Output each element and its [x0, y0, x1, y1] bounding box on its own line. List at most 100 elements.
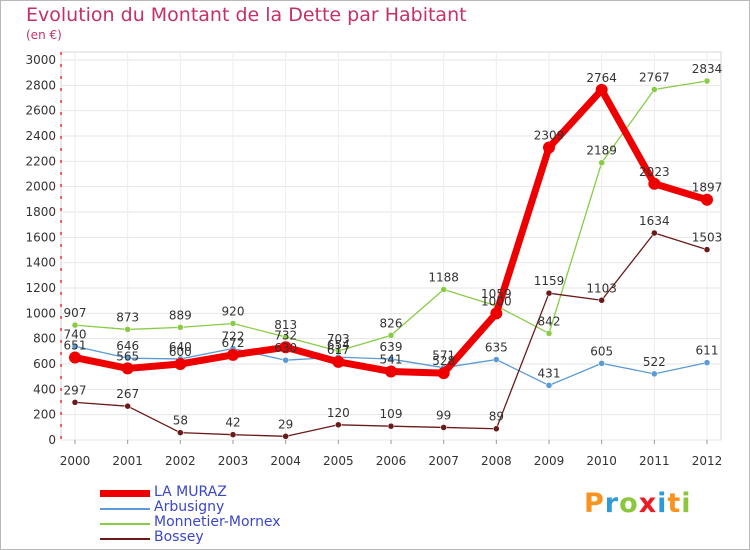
- data-point: [543, 141, 555, 154]
- data-label: 1503: [692, 231, 723, 245]
- data-point: [229, 320, 237, 327]
- data-point: [69, 351, 81, 364]
- data-label: 630: [274, 341, 297, 355]
- legend-label: Arbusigny: [154, 499, 225, 515]
- data-point: [177, 429, 184, 436]
- y-tick-label: 3000: [25, 53, 56, 67]
- y-tick-label: 2800: [25, 78, 56, 92]
- y-tick-label: 800: [33, 332, 56, 346]
- data-label: 2309: [534, 129, 565, 143]
- data-label: 571: [432, 349, 455, 363]
- data-label: 297: [64, 383, 87, 397]
- data-point: [440, 286, 447, 293]
- y-tick-label: 2600: [25, 104, 56, 118]
- data-point: [124, 402, 131, 410]
- y-tick-label: 400: [33, 382, 56, 396]
- data-point: [174, 358, 187, 370]
- data-label: 267: [116, 387, 139, 401]
- data-point: [598, 159, 605, 166]
- data-label: 109: [380, 407, 403, 421]
- legend-swatch: [100, 522, 150, 525]
- data-label: 873: [116, 310, 139, 324]
- data-label: 42: [225, 416, 240, 430]
- data-label: 842: [538, 314, 561, 328]
- data-label: 2767: [639, 71, 670, 85]
- data-point: [387, 332, 395, 339]
- y-tick-label: 2000: [25, 180, 56, 194]
- data-label: 907: [64, 306, 87, 320]
- data-point: [703, 246, 711, 253]
- data-label: 732: [274, 328, 297, 342]
- y-tick-label: 2400: [25, 129, 56, 143]
- data-point: [71, 321, 79, 329]
- y-tick-label: 200: [33, 408, 56, 422]
- data-point: [703, 77, 711, 85]
- data-point: [545, 289, 553, 297]
- data-point: [545, 382, 553, 389]
- legend-label: LA MURAZ: [154, 484, 227, 500]
- x-tick-label: 2007: [428, 454, 459, 468]
- data-point: [545, 330, 553, 337]
- x-tick-label: 2001: [112, 454, 143, 468]
- data-point: [282, 333, 289, 341]
- data-point: [385, 365, 397, 378]
- legend-label: Bossey: [154, 529, 204, 545]
- data-label: 541: [380, 352, 403, 366]
- data-point: [490, 307, 503, 320]
- data-label: 672: [222, 336, 245, 350]
- data-label: 89: [489, 410, 504, 424]
- data-label: 2189: [586, 144, 617, 158]
- x-tick-label: 2009: [534, 454, 565, 468]
- data-label: 920: [222, 304, 245, 318]
- data-point: [124, 326, 131, 333]
- data-point: [651, 86, 658, 93]
- data-label: 1000: [481, 294, 512, 308]
- data-label: 654: [327, 338, 350, 352]
- data-point: [493, 356, 500, 363]
- data-label: 703: [327, 332, 350, 346]
- y-tick-label: 600: [33, 357, 56, 371]
- data-point: [387, 422, 395, 430]
- data-label: 646: [116, 339, 139, 353]
- data-point: [332, 355, 345, 368]
- data-label: 1188: [428, 271, 459, 285]
- legend-swatch: [100, 490, 150, 497]
- data-label: 431: [538, 366, 561, 380]
- data-label: 58: [173, 414, 188, 428]
- data-point: [177, 324, 184, 331]
- y-tick-label: 0: [48, 433, 56, 447]
- data-label: 813: [274, 318, 297, 332]
- data-label: 605: [590, 344, 613, 358]
- y-tick-label: 2200: [25, 154, 56, 168]
- data-point: [282, 356, 289, 364]
- data-label: 600: [169, 345, 192, 359]
- data-point: [651, 370, 658, 378]
- legend-swatch: [100, 537, 150, 540]
- legend-label: Monnetier-Mornex: [154, 514, 281, 530]
- unit-label: (en €): [26, 28, 62, 42]
- data-label: 635: [485, 341, 508, 355]
- data-label: 740: [64, 327, 87, 341]
- x-tick-label: 2004: [270, 454, 301, 468]
- data-label: 2764: [586, 71, 617, 85]
- data-point: [703, 359, 711, 366]
- data-label: 522: [643, 355, 666, 369]
- x-tick-label: 2010: [586, 454, 617, 468]
- x-tick-label: 2005: [323, 454, 354, 468]
- y-tick-label: 1000: [25, 306, 56, 320]
- data-label: 722: [222, 330, 245, 344]
- x-tick-label: 2011: [639, 454, 670, 468]
- data-point: [598, 360, 605, 367]
- data-label: 1634: [639, 214, 670, 228]
- data-point: [440, 424, 447, 431]
- data-label: 120: [327, 406, 350, 420]
- data-point: [651, 229, 658, 237]
- data-point: [124, 354, 131, 362]
- proxiti-logo: Proxiti: [584, 488, 692, 519]
- x-tick-label: 2003: [218, 454, 249, 468]
- data-label: 640: [169, 340, 192, 354]
- data-label: 651: [64, 339, 87, 353]
- data-label: 2834: [692, 62, 723, 76]
- x-tick-label: 2006: [376, 454, 407, 468]
